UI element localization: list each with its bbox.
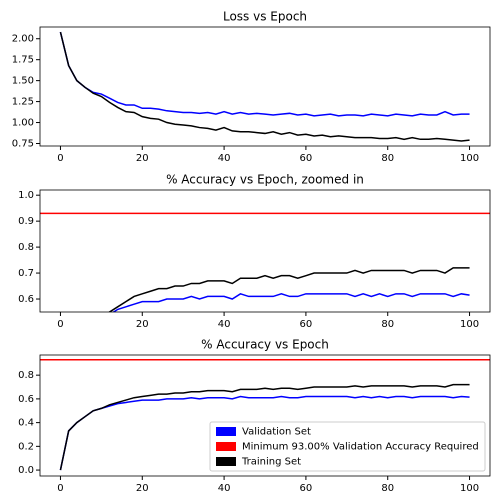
series-line [59, 395, 470, 471]
chart-title: Loss vs Epoch [223, 10, 307, 24]
x-tick-label: 0 [57, 319, 63, 330]
chart-title: % Accuracy vs Epoch, zoomed in [166, 173, 364, 187]
axes-frame [39, 26, 491, 147]
series-line [112, 293, 470, 312]
x-tick-label: 0 [57, 153, 63, 164]
legend-swatch [216, 427, 236, 436]
legend-swatch [216, 457, 236, 466]
y-tick-label: 0.8 [18, 370, 34, 381]
x-tick-label: 20 [136, 483, 149, 494]
axes-frame [39, 354, 491, 477]
legend-label: Validation Set [242, 427, 311, 438]
legend-box [209, 421, 486, 472]
y-tick-label: 0.4 [18, 418, 34, 429]
x-tick-label: 60 [300, 319, 313, 330]
x-tick-label: 20 [136, 319, 149, 330]
x-tick-label: 40 [218, 483, 231, 494]
x-tick-label: 80 [381, 483, 394, 494]
x-tick-label: 80 [381, 319, 394, 330]
y-tick-label: 1.00 [12, 118, 34, 129]
legend-label: Training Set [241, 457, 301, 468]
y-tick-label: 1.25 [12, 97, 34, 108]
subplot: % Accuracy vs Epoch, zoomed in 0 20 40 60 80 1… [18, 173, 491, 330]
x-tick-label: 40 [218, 153, 231, 164]
y-tick-label: 0.8 [18, 242, 34, 253]
y-tick-label: 0.9 [18, 216, 34, 227]
x-tick-label: 60 [300, 153, 313, 164]
y-tick-label: 0.2 [18, 441, 34, 452]
x-tick-label: 100 [460, 319, 479, 330]
y-tick-label: 1.75 [12, 55, 34, 66]
y-tick-label: 2.00 [12, 34, 34, 45]
y-tick-label: 1.0 [18, 190, 34, 201]
series-line [59, 31, 470, 142]
legend-swatch [216, 442, 236, 451]
x-tick-label: 60 [300, 483, 313, 494]
subplot: % Accuracy vs Epoch 0 20 40 60 80 100 0.0 0.2 0.4… [18, 338, 491, 494]
axes-frame [39, 189, 491, 313]
series-line [108, 267, 470, 312]
y-tick-label: 0.0 [18, 465, 34, 476]
y-tick-label: 0.75 [12, 138, 34, 149]
series-line [59, 383, 470, 471]
x-tick-label: 40 [218, 319, 231, 330]
x-tick-label: 100 [460, 483, 479, 494]
x-tick-label: 20 [136, 153, 149, 164]
subplot: Loss vs Epoch 0 20 40 60 80 100 0.75 1.00 1.25 1.5… [12, 10, 491, 164]
x-tick-label: 100 [460, 153, 479, 164]
y-tick-label: 1.50 [12, 76, 34, 87]
chart-title: % Accuracy vs Epoch [201, 338, 329, 352]
x-tick-label: 80 [381, 153, 394, 164]
y-tick-label: 0.7 [18, 268, 34, 279]
series-line [59, 31, 470, 117]
y-tick-label: 0.6 [18, 394, 34, 405]
x-tick-label: 0 [57, 483, 63, 494]
legend-label: Minimum 93.00% Validation Accuracy Requi… [242, 442, 479, 453]
y-tick-label: 0.6 [18, 294, 34, 305]
